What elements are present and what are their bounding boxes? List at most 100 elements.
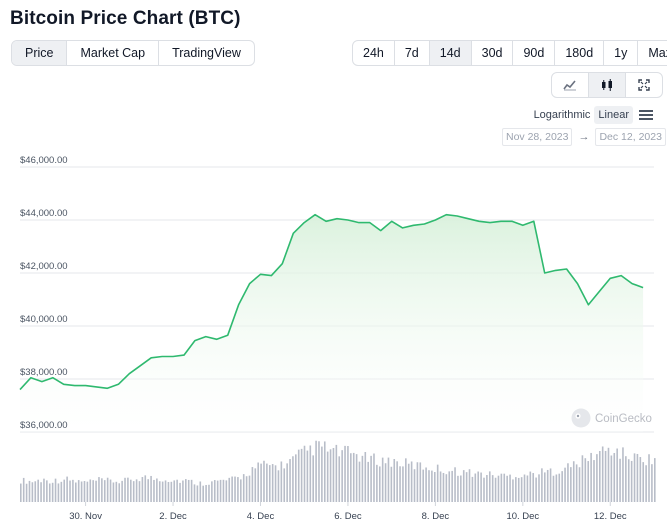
- range-14d-button[interactable]: 14d: [429, 41, 472, 65]
- volume-bar: [121, 480, 123, 502]
- arrow-right-icon: →: [578, 131, 590, 143]
- y-tick-label: $36,000.00: [20, 420, 68, 431]
- range-180d-button[interactable]: 180d: [555, 41, 605, 65]
- volume-bar: [364, 451, 367, 502]
- volume-bar: [347, 446, 349, 502]
- volume-bar: [237, 477, 239, 502]
- coingecko-watermark-text: CoinGecko: [595, 413, 652, 425]
- range-24h-button[interactable]: 24h: [353, 41, 395, 65]
- volume-bar: [520, 477, 523, 502]
- volume-bar: [396, 461, 398, 502]
- volume-bar: [80, 481, 83, 502]
- volume-bar: [402, 466, 404, 502]
- date-to-field[interactable]: Dec 12, 2023: [595, 128, 666, 146]
- volume-bar: [303, 445, 306, 502]
- volume-bar: [384, 463, 387, 502]
- volume-bar: [431, 470, 433, 502]
- volume-bar: [381, 457, 384, 502]
- volume-bar: [187, 479, 190, 502]
- volume-bar: [268, 465, 271, 502]
- volume-bar: [433, 472, 436, 502]
- candlestick-button[interactable]: [589, 73, 626, 97]
- volume-bar: [344, 445, 346, 502]
- volume-bar: [72, 479, 74, 502]
- volume-bar: [642, 462, 645, 502]
- volume-bar: [20, 483, 22, 502]
- volume-bar: [266, 463, 268, 502]
- tab-tradingview[interactable]: TradingView: [172, 46, 241, 60]
- line-chart-button[interactable]: [552, 73, 589, 97]
- volume-bar: [355, 454, 358, 502]
- volume-bar: [413, 469, 416, 502]
- volume-bar: [601, 446, 604, 502]
- volume-bar: [297, 449, 300, 502]
- volume-bar: [486, 475, 488, 502]
- volume-bar: [425, 467, 427, 502]
- volume-bar: [211, 481, 213, 502]
- tab-market-cap[interactable]: Market Cap: [67, 41, 160, 65]
- volume-bar: [497, 475, 500, 502]
- volume-bar: [578, 467, 581, 502]
- volume-bar: [242, 474, 245, 502]
- volume-bar: [179, 482, 181, 502]
- volume-bar: [422, 469, 425, 502]
- volume-bar: [335, 444, 338, 502]
- volume-bar: [144, 475, 147, 502]
- volume-bar: [567, 463, 569, 502]
- volume-bar: [598, 450, 601, 502]
- volume-bar: [625, 456, 627, 502]
- volume-bar: [202, 485, 204, 502]
- range-30d-button[interactable]: 30d: [472, 41, 514, 65]
- hamburger-menu-icon[interactable]: [639, 110, 653, 120]
- volume-bar: [549, 468, 552, 502]
- logarithmic-toggle[interactable]: Logarithmic: [533, 109, 591, 121]
- volume-bar: [132, 481, 135, 502]
- tab-price[interactable]: Price: [12, 41, 68, 65]
- volume-bar: [289, 459, 291, 502]
- volume-bar: [25, 483, 28, 502]
- volume-bar: [378, 466, 381, 502]
- volume-bar: [63, 479, 66, 502]
- volume-bar: [358, 461, 361, 502]
- volume-bar: [245, 476, 248, 502]
- volume-bar: [442, 472, 445, 502]
- range-7d-button[interactable]: 7d: [395, 41, 430, 65]
- page-title: Bitcoin Price Chart (BTC): [10, 8, 241, 29]
- date-from-field[interactable]: Nov 28, 2023: [502, 128, 573, 146]
- range-1y-button[interactable]: 1y: [604, 41, 639, 65]
- volume-bar: [263, 460, 265, 502]
- volume-bar: [309, 445, 312, 502]
- volume-bar: [332, 447, 335, 502]
- volume-bar: [460, 475, 462, 502]
- volume-bar: [323, 441, 326, 502]
- volume-bar: [596, 454, 598, 502]
- volume-bar: [147, 479, 149, 502]
- linear-toggle[interactable]: Linear: [594, 106, 633, 124]
- volume-bar: [34, 481, 37, 502]
- volume-bar: [436, 464, 439, 502]
- volume-bar: [570, 467, 572, 502]
- range-max-button[interactable]: Max: [648, 46, 667, 60]
- volume-bar: [170, 481, 173, 502]
- volume-bar: [529, 471, 532, 502]
- volume-bar: [156, 478, 158, 502]
- range-tabs: 24h 7d 14d 30d 90d 180d 1y Max: [352, 40, 667, 66]
- volume-bar: [46, 480, 48, 502]
- volume-bar: [77, 480, 80, 502]
- fullscreen-button[interactable]: [626, 73, 662, 97]
- volume-bar: [448, 471, 451, 502]
- volume-bar: [260, 463, 262, 502]
- volume-bar: [318, 441, 320, 502]
- volume-bar: [471, 476, 474, 502]
- volume-bar: [240, 479, 242, 502]
- y-tick-label: $38,000.00: [20, 367, 68, 378]
- volume-bar: [57, 483, 60, 502]
- volume-bar: [312, 455, 314, 502]
- x-tick-label: 2. Dec: [159, 511, 187, 522]
- volume-bar: [193, 484, 196, 502]
- range-90d-button[interactable]: 90d: [513, 41, 556, 65]
- volume-bar: [173, 480, 176, 502]
- volume-bar: [610, 455, 613, 502]
- volume-bar: [454, 467, 456, 502]
